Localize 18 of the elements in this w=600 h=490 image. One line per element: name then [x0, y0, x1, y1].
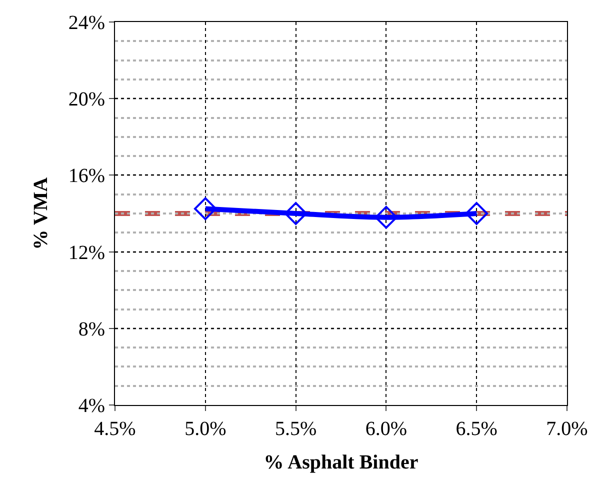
point: [374, 206, 398, 229]
x-tick-label: 6.5%: [456, 418, 498, 440]
y-tick-label: 4%: [78, 395, 105, 417]
x-tick-label: 5.5%: [274, 418, 317, 440]
y-tick-label: 24%: [68, 12, 105, 34]
x-tick-label: 6.0%: [365, 418, 408, 440]
x-tick-label: 4.5%: [94, 418, 136, 440]
x-axis-title: % Asphalt Binder: [264, 452, 418, 474]
point: [465, 202, 488, 225]
point: [284, 202, 308, 225]
y-tick-label: 16%: [68, 165, 105, 188]
y-tick-label: 8%: [78, 318, 105, 340]
y-tick-label: 12%: [68, 242, 105, 264]
y-axis-title: % VMA: [30, 176, 52, 250]
point: [194, 197, 217, 220]
x-tick-label: 7.0%: [546, 418, 588, 440]
y-tick-label: 20%: [68, 88, 105, 111]
x-tick-label: 5.0%: [184, 418, 226, 440]
